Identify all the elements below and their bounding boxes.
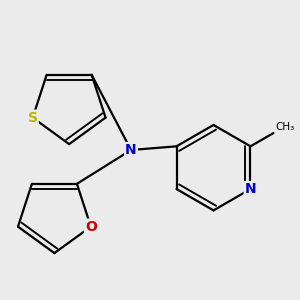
Text: S: S xyxy=(28,111,38,124)
Text: N: N xyxy=(125,143,137,157)
Text: O: O xyxy=(85,220,97,234)
Text: CH₃: CH₃ xyxy=(275,122,294,132)
Text: N: N xyxy=(245,182,256,196)
